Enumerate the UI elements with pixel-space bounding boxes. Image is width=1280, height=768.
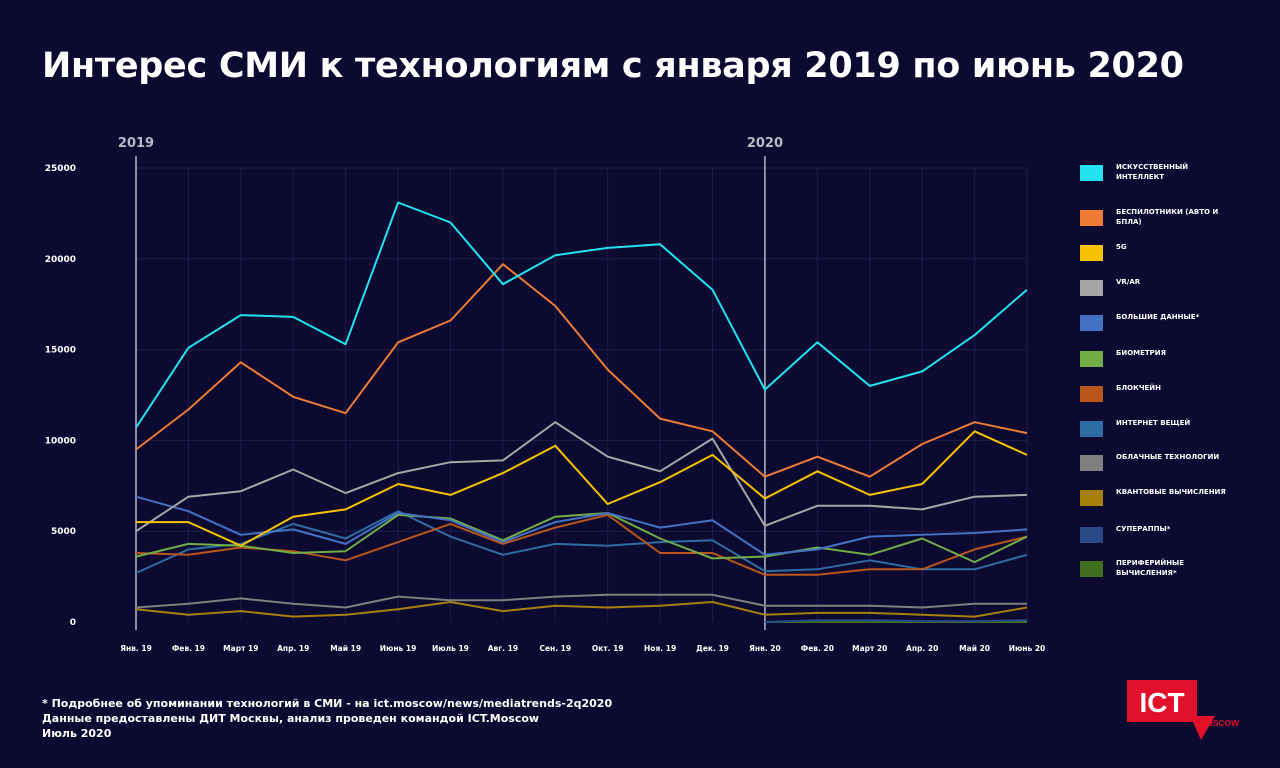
legend-swatch	[1080, 386, 1103, 402]
series-lines	[135, 201, 1028, 623]
legend-swatch	[1080, 351, 1103, 367]
legend-item: БЛОКЧЕЙН	[1080, 383, 1236, 402]
legend-item: ПЕРИФЕРИЙНЫЕ ВЫЧИСЛЕНИЯ*	[1080, 558, 1236, 578]
page-title: Интерес СМИ к технологиям с января 2019 …	[42, 46, 1184, 86]
legend-swatch	[1080, 165, 1103, 181]
x-tick-label: Июнь 19	[380, 644, 417, 653]
x-tick-label: Апр. 19	[277, 644, 309, 653]
y-tick-label: 10000	[45, 436, 76, 446]
x-tick-label: Фев. 20	[801, 644, 834, 653]
legend-label: VR/AR	[1116, 278, 1141, 286]
x-tick-label: Ноя. 19	[644, 644, 676, 653]
legend-swatch	[1080, 490, 1103, 506]
legend-swatch	[1080, 245, 1103, 261]
legend-label: БЛОКЧЕЙН	[1116, 384, 1161, 392]
logo-shape	[1127, 680, 1215, 740]
legend-swatch	[1080, 315, 1103, 331]
y-tick-label: 5000	[51, 527, 76, 537]
logo-sub-text: MOSCOW	[1199, 718, 1240, 728]
legend-label: 5G	[1116, 243, 1127, 251]
x-tick-label: Дек. 19	[696, 644, 729, 653]
grid-layer	[135, 167, 1028, 622]
legend-item: КВАНТОВЫЕ ВЫЧИСЛЕНИЯ	[1080, 487, 1236, 506]
series-line	[135, 513, 1028, 576]
x-tick-label: Май 19	[330, 644, 361, 653]
series-line	[135, 593, 1027, 609]
series-line	[135, 510, 1028, 574]
y-axis-ticks: 0 5000 10000 15000 20000 25000	[45, 164, 76, 628]
legend-swatch	[1080, 455, 1103, 471]
series-line	[135, 512, 1028, 564]
legend-swatch	[1080, 280, 1103, 296]
x-tick-label: Июнь 20	[1009, 644, 1046, 653]
x-tick-label: Янв. 20	[749, 644, 781, 653]
footer-date: Июль 2020	[42, 727, 112, 740]
legend-item: VR/AR	[1080, 277, 1236, 296]
x-tick-label: Март 20	[852, 644, 887, 653]
legend-swatch	[1080, 210, 1103, 226]
footer-note: * Подробнее об упоминании технологий в С…	[42, 697, 613, 710]
logo-main-text: ICT	[1139, 687, 1184, 718]
legend-label: СУПЕРАППЫ*	[1116, 525, 1171, 533]
x-axis-ticks: Янв. 19 Фев. 19 Март 19 Апр. 19 Май 19 Июнь 1…	[120, 644, 1045, 653]
legend-item: 5G	[1080, 242, 1236, 261]
legend-label: ОБЛАЧНЫЕ ТЕХНОЛОГИИ	[1116, 453, 1220, 461]
footer-notes: * Подробнее об упоминании технологий в С…	[42, 696, 612, 741]
year-marker-label: 2020	[747, 136, 783, 151]
series-line	[135, 263, 1028, 478]
legend-label: ИНТЕРНЕТ ВЕЩЕЙ	[1116, 419, 1191, 427]
series-line	[135, 421, 1028, 533]
legend-item: ИНТЕРНЕТ ВЕЩЕЙ	[1080, 418, 1236, 437]
legend-item: БОЛЬШИЕ ДАННЫЕ*	[1080, 312, 1236, 331]
legend-label: КВАНТОВЫЕ ВЫЧИСЛЕНИЯ	[1116, 488, 1226, 496]
legend-label: ИСКУССТВЕННЫЙ ИНТЕЛЛЕКТ	[1116, 163, 1189, 181]
x-tick-label: Апр. 20	[906, 644, 938, 653]
x-tick-label: Май 20	[959, 644, 990, 653]
y-tick-label: 25000	[45, 164, 76, 174]
legend-label: ПЕРИФЕРИЙНЫЕ ВЫЧИСЛЕНИЯ*	[1116, 559, 1185, 577]
x-tick-label: Июль 19	[432, 644, 469, 653]
legend-item: ОБЛАЧНЫЕ ТЕХНОЛОГИИ	[1080, 452, 1236, 471]
footer-source: Данные предоставлены ДИТ Москвы, анализ …	[42, 712, 540, 725]
x-tick-label: Окт. 19	[592, 644, 624, 653]
x-tick-label: Авг. 19	[488, 644, 518, 653]
legend-label: БОЛЬШИЕ ДАННЫЕ*	[1116, 313, 1200, 321]
legend-label: БИОМЕТРИЯ	[1116, 349, 1167, 357]
series-line	[764, 619, 1028, 623]
legend-item: СУПЕРАППЫ*	[1080, 524, 1236, 543]
legend-item: БИОМЕТРИЯ	[1080, 348, 1236, 367]
legend-swatch	[1080, 527, 1103, 543]
series-line	[136, 430, 1028, 547]
series-line	[135, 601, 1028, 618]
year-markers: 2019 2020	[118, 136, 783, 630]
legend-label: БЕСПИЛОТНИКИ (АВТО И БПЛА)	[1116, 208, 1219, 226]
x-tick-label: Март 19	[223, 644, 258, 653]
x-tick-label: Сен. 19	[539, 644, 571, 653]
y-tick-label: 15000	[45, 346, 76, 356]
y-tick-label: 20000	[45, 255, 76, 265]
legend-swatch	[1080, 421, 1103, 437]
series-line	[135, 201, 1028, 429]
legend-item: БЕСПИЛОТНИКИ (АВТО И БПЛА)	[1080, 207, 1236, 227]
ict-moscow-logo: ICT MOSCOW	[1127, 680, 1247, 744]
legend-item: ИСКУССТВЕННЫЙ ИНТЕЛЛЕКТ	[1080, 162, 1236, 182]
series-line	[135, 495, 1028, 556]
y-tick-label: 0	[70, 618, 76, 628]
legend-swatch	[1080, 561, 1103, 577]
x-tick-label: Янв. 19	[120, 644, 152, 653]
x-tick-label: Фев. 19	[172, 644, 205, 653]
year-marker-label: 2019	[118, 136, 154, 151]
